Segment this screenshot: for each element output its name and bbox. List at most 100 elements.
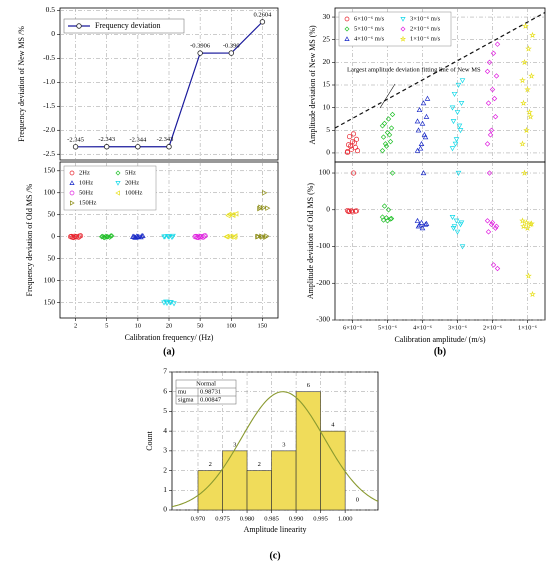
y-tick-label: -0.5	[43, 53, 55, 62]
point	[423, 113, 430, 119]
point	[233, 211, 239, 217]
point	[415, 127, 422, 133]
point	[257, 205, 263, 212]
point	[386, 132, 393, 138]
point	[455, 82, 462, 88]
point	[423, 220, 430, 226]
point	[161, 300, 167, 306]
point	[457, 128, 464, 134]
y-tick-label: 15	[323, 80, 331, 89]
point	[486, 59, 493, 66]
point	[417, 145, 424, 151]
legend-marker	[69, 170, 75, 176]
point	[166, 234, 172, 240]
point	[131, 233, 137, 239]
point	[484, 68, 491, 75]
point	[259, 19, 266, 25]
legend-marker	[115, 181, 121, 186]
point	[450, 119, 457, 125]
fit-value: 0.00847	[200, 396, 222, 403]
point	[416, 106, 423, 113]
x-tick-label: 5×10⁻⁶	[378, 324, 397, 331]
point	[528, 72, 535, 79]
point	[171, 301, 177, 307]
y-tick-label: 20	[323, 57, 331, 66]
point	[451, 224, 458, 230]
annotation: Largest amplitude deviation fitting line…	[347, 66, 481, 73]
y-tick-label: -2.5	[43, 149, 55, 158]
point	[258, 204, 264, 211]
point	[519, 217, 526, 224]
point	[485, 100, 492, 106]
point	[78, 233, 84, 239]
legend-label: 2×10⁻⁶ m/s	[410, 25, 441, 32]
y-tick-label: 6	[163, 386, 167, 395]
x-tick-label: 0.990	[289, 515, 304, 522]
point	[522, 22, 529, 29]
point	[488, 221, 495, 228]
point	[414, 217, 421, 223]
legend-label: 1×10⁻⁶ m/s	[410, 35, 441, 42]
point	[195, 235, 201, 241]
point	[350, 131, 357, 137]
point	[523, 126, 530, 134]
point	[231, 234, 237, 240]
point	[232, 233, 238, 239]
y-tick-label: 0	[163, 505, 167, 514]
bar	[246, 470, 272, 511]
y-tick-label: 0	[326, 204, 330, 213]
legend	[63, 165, 157, 211]
bar	[295, 391, 321, 511]
point	[494, 41, 501, 47]
x-tick-label: 50	[197, 322, 204, 329]
point	[262, 189, 268, 196]
y-tick-label: 2	[163, 465, 167, 474]
point	[264, 233, 270, 239]
data-label: -0.3906	[190, 43, 211, 50]
point	[388, 215, 395, 222]
point	[519, 140, 526, 147]
x-tick-label: 0.985	[264, 515, 279, 522]
legend-marker	[344, 36, 350, 41]
point	[170, 233, 176, 239]
point	[384, 218, 391, 224]
fit-curve	[171, 391, 379, 508]
legend-marker	[70, 200, 75, 206]
point	[527, 113, 534, 120]
subfigure-label: (c)	[269, 550, 280, 561]
point	[493, 223, 500, 229]
point	[228, 234, 234, 240]
point	[230, 212, 236, 218]
point	[492, 225, 499, 231]
point	[458, 220, 465, 226]
y-tick-label: 50	[48, 253, 56, 262]
bar-label: 6	[307, 382, 311, 389]
y-tick-label: 0	[51, 29, 55, 38]
point	[351, 140, 358, 146]
point	[168, 300, 174, 306]
point	[165, 234, 171, 240]
y-axis-label: Amplitude deviation of Old MS (%)	[306, 183, 315, 300]
point	[418, 219, 425, 225]
point	[167, 300, 173, 306]
point	[388, 125, 395, 131]
point	[453, 137, 460, 143]
point	[387, 138, 394, 145]
point	[484, 218, 491, 224]
point	[494, 265, 501, 272]
point	[491, 95, 498, 102]
point	[379, 123, 386, 129]
y-tick-label: 0	[51, 231, 55, 240]
point	[346, 134, 353, 140]
y-tick-label: 7	[163, 367, 167, 376]
point	[524, 224, 531, 231]
point	[452, 141, 459, 147]
x-tick-label: 6×10⁻⁶	[343, 324, 362, 331]
y-axis-label: Frequency deviation of Old MS /%	[25, 183, 34, 296]
point	[224, 233, 230, 240]
bar-label: 3	[282, 441, 285, 448]
bar	[271, 450, 297, 511]
point	[347, 143, 354, 149]
point	[166, 144, 172, 150]
legend-label: 50Hz	[79, 189, 93, 196]
